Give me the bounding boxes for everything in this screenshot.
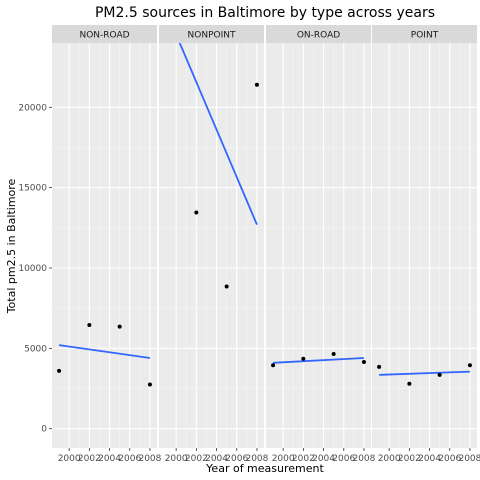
x-tick-label: 2006 bbox=[332, 454, 355, 464]
facet-strip bbox=[372, 25, 477, 43]
y-tick-label: 15000 bbox=[18, 184, 47, 194]
panel-background bbox=[159, 43, 264, 448]
panel-background bbox=[52, 43, 157, 448]
y-axis-title: Total pm2.5 in Baltimore bbox=[5, 178, 18, 314]
trend-line bbox=[58, 344, 151, 359]
data-point bbox=[301, 356, 306, 361]
x-tick-label: 2002 bbox=[398, 454, 421, 464]
data-point bbox=[407, 381, 412, 386]
x-tick-label: 2004 bbox=[98, 454, 121, 464]
data-point bbox=[467, 363, 472, 368]
x-tick-label: 2008 bbox=[245, 454, 268, 464]
x-axis-title: Year of measurement bbox=[205, 462, 324, 475]
y-tick-label: 5000 bbox=[24, 344, 47, 354]
facet-panels: NON-ROAD20002002200420062008NONPOINT2000… bbox=[52, 25, 480, 464]
data-point bbox=[254, 82, 259, 87]
facet-strip-label: POINT bbox=[411, 31, 439, 41]
data-point bbox=[361, 360, 366, 365]
x-tick-label: 2002 bbox=[185, 454, 208, 464]
panel-background bbox=[266, 43, 371, 448]
facet-strip-label: ON-ROAD bbox=[297, 31, 340, 41]
data-point bbox=[437, 372, 442, 377]
data-point bbox=[331, 351, 336, 356]
x-tick-label: 2006 bbox=[225, 454, 248, 464]
x-tick-label: 2000 bbox=[58, 454, 81, 464]
facet-strip-label: NONPOINT bbox=[188, 31, 236, 41]
chart-title: PM2.5 sources in Baltimore by type acros… bbox=[95, 5, 435, 21]
x-tick-label: 2000 bbox=[272, 454, 295, 464]
x-tick-label: 2000 bbox=[165, 454, 188, 464]
y-tick-label: 0 bbox=[41, 425, 47, 435]
x-tick-label: 2006 bbox=[438, 454, 461, 464]
x-tick-label: 2004 bbox=[312, 454, 335, 464]
x-tick-label: 2004 bbox=[205, 454, 228, 464]
facet-strip bbox=[266, 25, 371, 43]
x-tick-label: 2006 bbox=[118, 454, 141, 464]
x-tick-label: 2004 bbox=[418, 454, 441, 464]
data-point bbox=[147, 382, 152, 387]
trend-line bbox=[178, 43, 258, 225]
trend-line bbox=[273, 357, 364, 364]
x-tick-label: 2008 bbox=[352, 454, 375, 464]
data-point bbox=[87, 323, 92, 328]
data-point bbox=[57, 368, 62, 373]
data-point bbox=[117, 324, 122, 329]
y-tick-label: 10000 bbox=[18, 264, 47, 274]
data-point bbox=[194, 210, 199, 215]
data-point bbox=[224, 284, 229, 289]
panel-background bbox=[372, 43, 477, 448]
x-tick-label: 2000 bbox=[378, 454, 401, 464]
x-tick-label: 2002 bbox=[78, 454, 101, 464]
x-tick-label: 2002 bbox=[292, 454, 315, 464]
facet-strip-label: NON-ROAD bbox=[79, 31, 129, 41]
facet-strip bbox=[52, 25, 157, 43]
data-point bbox=[271, 363, 276, 368]
y-axis: 0 5000 10000 15000 20000 bbox=[18, 103, 52, 435]
facet-strip bbox=[159, 25, 264, 43]
data-point bbox=[377, 364, 382, 369]
x-tick-label: 2008 bbox=[458, 454, 480, 464]
trend-line bbox=[379, 370, 470, 376]
y-tick-label: 20000 bbox=[18, 103, 47, 113]
x-tick-label: 2008 bbox=[138, 454, 161, 464]
